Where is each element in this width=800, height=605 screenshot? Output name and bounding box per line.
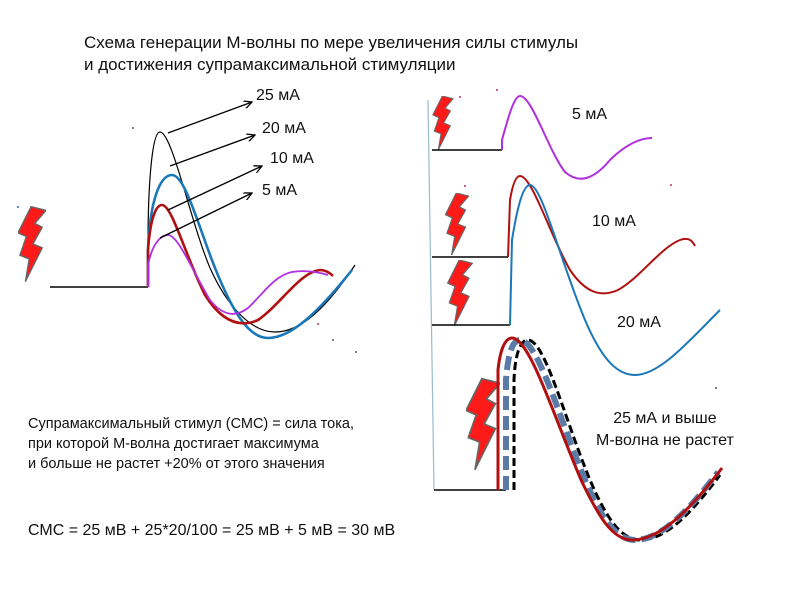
right-note-line-1: 25 мА и выше [613,410,717,427]
lightning-bolt-icon [18,205,46,283]
stray-dots [17,89,717,389]
left-wave-20ma [146,173,354,340]
arrow-25ma [167,102,252,134]
right-note-line-2: М-волна не растет [596,432,734,449]
right-note: 25 мА и выше М-волна не растет [596,408,734,452]
arrow-5ma [159,193,252,239]
left-label-25ma: 25 мА [256,87,300,104]
description-text: Супрамаксимальный стимул (СМС) = сила то… [28,414,354,474]
arrow-20ma [169,135,255,167]
left-label-20ma: 20 мА [262,120,306,137]
description-line-3: и больше не растет +20% от этого значени… [28,456,325,472]
page-title: Схема генерации М-волны по мере увеличен… [84,32,578,76]
right-wave-5ma [501,94,653,180]
title-line-2: и достижения супрамаксимальной стимуляци… [84,55,456,74]
left-label-5ma: 5 мА [262,182,298,199]
right-wave-20ma [509,183,721,377]
description-line-1: Супрамаксимальный стимул (СМС) = сила то… [28,416,354,432]
left-label-10ma: 10 мА [270,150,314,167]
lightning-bolt-icon [444,193,470,255]
right-stack-group [427,94,724,544]
lightning-bolt-icon [466,377,500,471]
right-wave-10ma [507,174,696,295]
formula-text: СМС = 25 мВ + 25*20/100 = 25 мВ + 5 мВ =… [28,522,396,539]
lightning-bolt-icon [446,260,474,326]
right-wave-25ma-blue-dashed [503,336,721,544]
right-vertical-line [427,99,435,491]
left-overlay-group [18,102,356,340]
right-wave-25ma-red [496,336,724,542]
lightning-bolt-icon [432,96,454,150]
right-label-20ma: 20 мА [617,314,661,331]
left-wave-5ma [147,234,329,315]
title-line-1: Схема генерации М-волны по мере увеличен… [84,33,579,52]
description-line-2: при которой М-волна достигает максимума [28,436,319,452]
right-label-10ma: 10 мА [592,213,636,230]
right-label-5ma: 5 мА [572,106,608,123]
left-wave-10ma [146,203,334,325]
arrow-10ma [167,166,262,211]
right-wave-25ma-black-dashed [512,338,722,542]
